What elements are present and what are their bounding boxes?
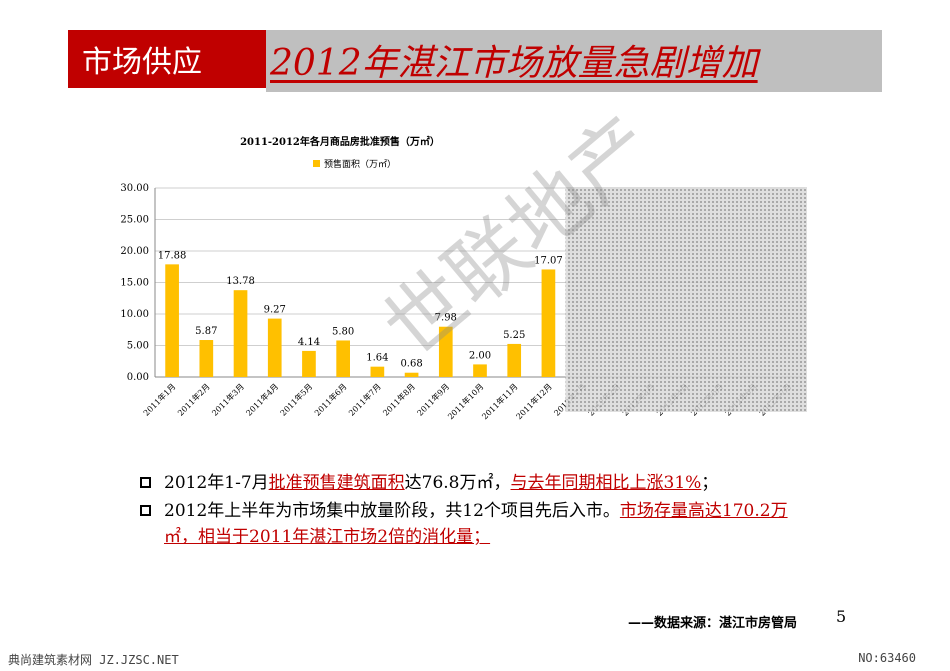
bar [473,364,487,377]
bar-value-label: 5.87 [195,326,217,337]
bullet-highlight-text: 批准预售建筑面积 [268,473,405,493]
bar [370,366,385,377]
y-tick-label: 30.00 [120,183,149,194]
page-number: 5 [836,607,847,626]
y-tick-label: 0.00 [127,372,149,383]
section-label: 市场供应 [68,30,266,88]
bar-value-label: 4.14 [298,337,320,348]
x-tick-label: 2011年12月 [514,381,554,421]
legend-swatch [313,160,320,167]
bar-value-label: 7.98 [435,313,457,324]
x-tick-label: 2011年3月 [210,381,246,417]
y-tick-label: 5.00 [127,341,149,352]
bar [404,372,419,377]
y-tick-label: 10.00 [120,309,149,320]
bullet-square-icon [140,505,151,516]
bar [336,340,350,377]
chart-title: 2011-2012年各月商品房批准预售（万㎡） [240,135,440,148]
y-tick-label: 15.00 [120,278,149,289]
bar-value-label: 5.80 [332,326,354,337]
x-tick-label: 2011年7月 [346,381,382,417]
bullet-square-icon [140,477,151,488]
bar-value-label: 0.68 [400,359,422,370]
bar [438,326,453,377]
bullet-text: 2012年上半年为市场集中放量阶段，共12个项目先后入市。 [164,501,620,521]
bar-value-label: 1.64 [366,353,388,364]
obscured-region [565,187,807,412]
bar-value-label: 2.00 [469,350,491,361]
header-gray-band [266,30,882,92]
bullet-text: 达76.8万㎡， [404,473,511,493]
x-tick-label: 2011年5月 [278,381,314,417]
bar-chart: 2011-2012年各月商品房批准预售（万㎡） 预售面积（万㎡） 0.00 5.00 1… [120,135,807,421]
bar [302,350,316,377]
x-tick-label: 2011年4月 [244,381,280,417]
bar-value-label: 5.25 [503,330,525,341]
bullet-highlight-text: 与去年同期相比上涨31% [510,473,702,493]
bar-value-label: 17.88 [158,250,187,261]
x-tick-label: 2011年9月 [415,381,451,417]
bar-value-label: 17.07 [534,255,563,266]
bullet-text: ； [701,473,719,493]
bullet-list: 2012年1-7月批准预售建筑面积达76.8万㎡，与去年同期相比上涨31%； 20… [140,470,820,552]
bullet-highlight-text: 市场存量高达170.2万㎡，相当于2011年湛江市场2倍的消化量； [164,501,788,547]
bar [267,318,282,377]
x-tick-label: 2011年6月 [312,381,348,417]
footer-site-label: 典尚建筑素材网 JZ.JZSC.NET [8,653,179,667]
footer-id-label: NO:63460 [858,651,916,665]
legend-label: 预售面积（万㎡） [324,158,396,170]
bar-value-label: 9.27 [264,305,286,316]
bar [233,290,248,377]
bullet-text: 2012年1-7月 [164,473,269,493]
x-tick-label: 2011年2月 [175,381,211,417]
page-title: 2012年湛江市场放量急剧增加 [270,43,758,84]
bar-value-label: 13.78 [226,276,255,287]
x-tick-label: 2011年8月 [381,381,417,417]
bar [507,343,522,377]
y-tick-label: 25.00 [120,215,149,226]
bar [199,340,214,377]
bullet-item: 2012年1-7月批准预售建筑面积达76.8万㎡，与去年同期相比上涨31%； [140,470,820,496]
data-source: ——数据来源：湛江市房管局 [628,616,798,631]
bullet-item: 2012年上半年为市场集中放量阶段，共12个项目先后入市。市场存量高达170.2… [140,498,820,550]
bar [165,264,179,377]
bar [541,269,556,377]
x-tick-label: 2011年1月 [141,381,177,417]
y-tick-label: 20.00 [120,246,149,257]
